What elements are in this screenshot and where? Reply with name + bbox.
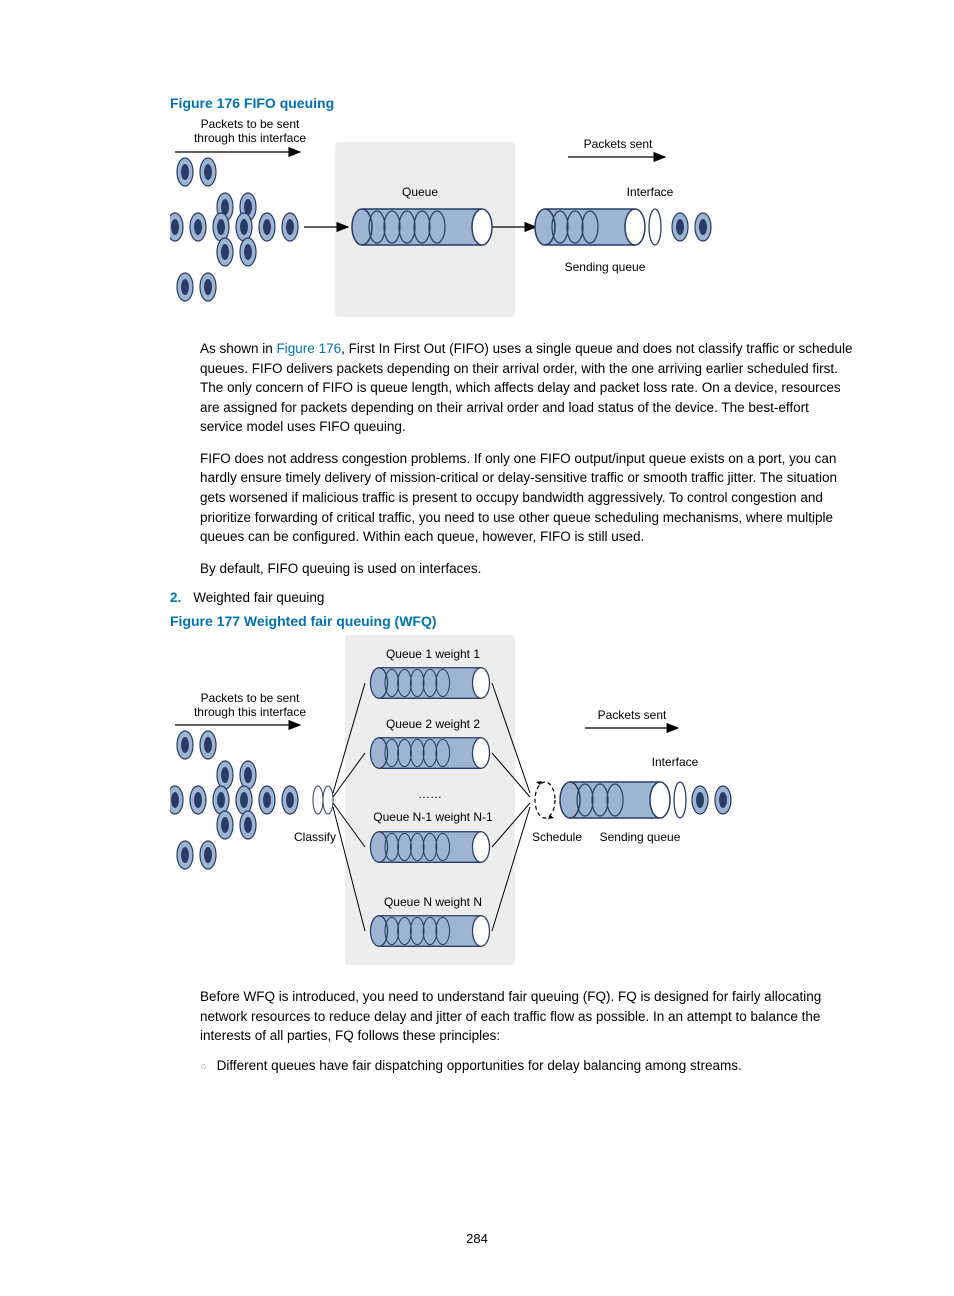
list-text-2: Weighted fair queuing — [193, 590, 324, 605]
para-1a: As shown in — [200, 341, 277, 356]
page-number: 284 — [0, 1231, 954, 1246]
para-4: Before WFQ is introduced, you need to un… — [200, 987, 854, 1046]
page: Figure 176 FIFO queuing Packets to be se… — [0, 0, 954, 1296]
figure-176-diagram: Packets to be sent through this interfac… — [170, 117, 750, 327]
para-2: FIFO does not address congestion problem… — [200, 449, 854, 547]
bullet-text-1: Different queues have fair dispatching o… — [217, 1058, 742, 1076]
figure-177-diagram: Packets to be sent through this interfac… — [170, 635, 750, 975]
list-item-2: 2. Weighted fair queuing — [170, 590, 854, 605]
list-number-2: 2. — [170, 590, 181, 605]
bullet-icon: ○ — [200, 1058, 207, 1076]
figure-177-title: Figure 177 Weighted fair queuing (WFQ) — [170, 613, 854, 629]
para-3: By default, FIFO queuing is used on inte… — [200, 559, 854, 579]
bullet-1: ○ Different queues have fair dispatching… — [200, 1058, 854, 1076]
para-1: As shown in Figure 176, First In First O… — [200, 339, 854, 437]
figure-176-link[interactable]: Figure 176 — [277, 341, 342, 356]
figure-176-title: Figure 176 FIFO queuing — [170, 95, 854, 111]
